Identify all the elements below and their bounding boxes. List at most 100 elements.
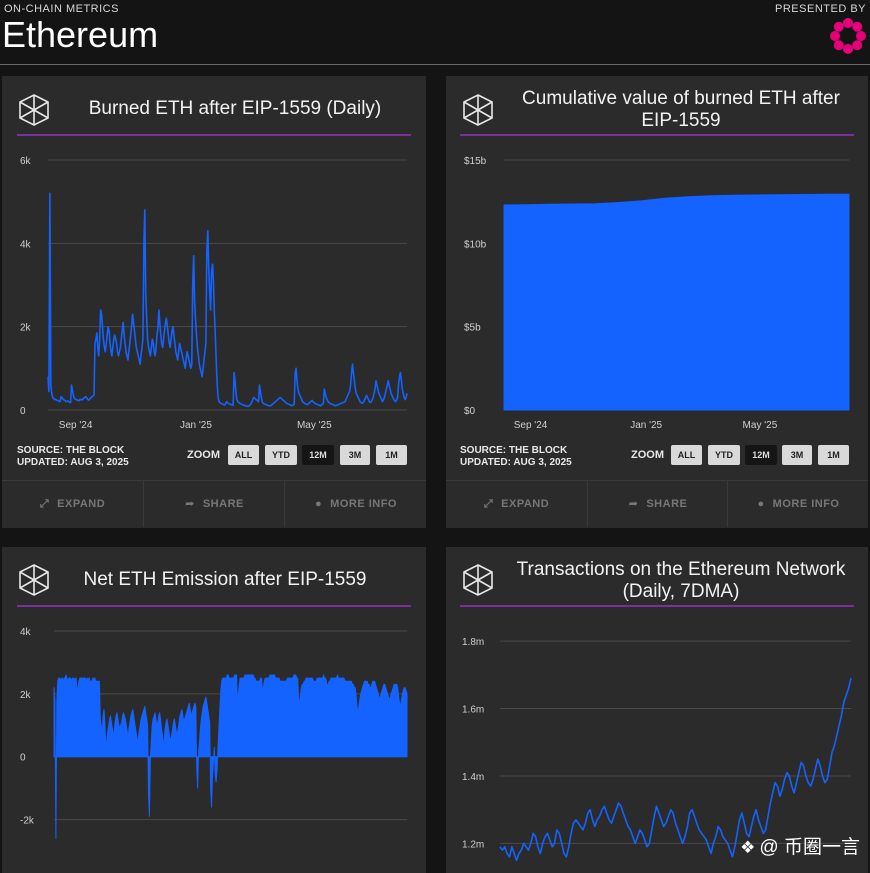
transactions-chart: 1.2m 1.4m 1.6m 1.8m xyxy=(462,637,852,862)
panel-ethereum-transactions: Transactions on the Ethereum Network (Da… xyxy=(446,547,868,873)
sponsor-logo-icon xyxy=(830,18,866,54)
y-tick-label: 6k xyxy=(20,156,32,167)
chart-title: Transactions on the Ethereum Network (Da… xyxy=(496,559,866,603)
cumulative-burned-chart: $0 $5b $10b $15b Sep '24 Jan '25 May '25 xyxy=(464,156,850,431)
expand-icon: ⤢ xyxy=(39,498,50,510)
y-tick-label: 2k xyxy=(20,323,32,334)
title-underline xyxy=(17,605,411,607)
chart-title-line: Cumulative value of burned ETH after xyxy=(522,88,840,109)
x-tick-label: Sep '24 xyxy=(59,420,93,431)
presented-by-label: PRESENTED BY xyxy=(775,3,866,15)
y-tick-label: 4k xyxy=(20,239,32,250)
y-tick-label: 2k xyxy=(20,690,32,701)
header-kicker: ON-CHAIN METRICS xyxy=(4,3,119,15)
zoom-label: ZOOM xyxy=(631,449,664,461)
zoom-all-button[interactable]: ALL xyxy=(671,445,702,465)
title-underline xyxy=(17,134,411,136)
share-label: SHARE xyxy=(646,498,688,510)
y-tick-label: 1.2m xyxy=(462,839,484,850)
x-tick-label: Jan '25 xyxy=(630,420,662,431)
y-tick-label: 4k xyxy=(20,627,32,638)
zoom-ytd-button[interactable]: YTD xyxy=(708,445,740,465)
info-icon: ● xyxy=(757,498,765,510)
logo-dot xyxy=(833,40,844,51)
logo-dot xyxy=(852,40,863,51)
chart-title-line: EIP-1559 xyxy=(641,110,721,131)
y-tick-label: 0 xyxy=(20,753,26,764)
logo-dot xyxy=(833,21,844,32)
chart-title-line: Transactions on the Ethereum Network xyxy=(516,559,846,580)
title-underline xyxy=(460,605,854,607)
the-block-cube-icon xyxy=(19,564,49,596)
header-divider xyxy=(0,64,870,65)
y-tick-label: 1.4m xyxy=(462,772,484,783)
zoom-12m-button[interactable]: 12M xyxy=(745,445,777,465)
x-tick-label: Jan '25 xyxy=(180,420,212,431)
expand-label: EXPAND xyxy=(501,498,550,510)
share-icon: ➦ xyxy=(185,498,195,510)
logo-dot xyxy=(843,44,853,54)
net-emission-chart: -2k 0 2k 4k xyxy=(20,627,408,839)
title-underline xyxy=(460,134,854,136)
zoom-3m-button[interactable]: 3M xyxy=(340,445,370,465)
share-button[interactable]: ➦ SHARE xyxy=(587,481,728,527)
x-tick-label: Sep '24 xyxy=(514,420,548,431)
more-info-label: MORE INFO xyxy=(772,498,840,510)
share-icon: ➦ xyxy=(628,498,639,510)
y-tick-label: 0 xyxy=(20,406,26,417)
the-block-cube-icon xyxy=(463,564,493,596)
expand-icon: ⤢ xyxy=(483,498,494,510)
panel-burned-eth-daily: Burned ETH after EIP-1559 (Daily) 0 2k 4k 6… xyxy=(2,76,426,528)
x-tick-label: May '25 xyxy=(743,420,778,431)
zoom-12m-button[interactable]: 12M xyxy=(302,445,334,465)
source-info: SOURCE: THE BLOCK UPDATED: AUG 3, 2025 xyxy=(17,445,129,469)
chart-title-line: Burned ETH after EIP-1559 (Daily) xyxy=(88,98,382,119)
y-tick-label: $10b xyxy=(464,239,487,250)
chart-title: Net ETH Emission after EIP-1559 xyxy=(60,569,390,591)
expand-label: EXPAND xyxy=(57,498,106,510)
page-header: ON-CHAIN METRICS Ethereum PRESENTED BY xyxy=(0,0,870,64)
zoom-ytd-button[interactable]: YTD xyxy=(265,445,297,465)
zoom-label: ZOOM xyxy=(187,449,220,461)
chart-title-line: (Daily, 7DMA) xyxy=(622,581,740,602)
y-tick-label: 1.8m xyxy=(462,637,484,648)
y-tick-label: $5b xyxy=(464,323,481,334)
logo-dot xyxy=(843,18,853,28)
y-tick-label: $0 xyxy=(464,406,476,417)
expand-button[interactable]: ⤢ EXPAND xyxy=(446,481,587,527)
expand-button[interactable]: ⤢ EXPAND xyxy=(2,481,143,527)
zoom-1m-button[interactable]: 1M xyxy=(376,445,407,465)
watermark-text: @ 币圈一言 xyxy=(759,837,860,858)
y-tick-label: -2k xyxy=(20,816,35,827)
more-info-button[interactable]: ● MORE INFO xyxy=(284,481,426,527)
share-button[interactable]: ➦ SHARE xyxy=(143,481,285,527)
panel-actions: ⤢ EXPAND ➦ SHARE ● MORE INFO xyxy=(2,480,426,527)
burned-eth-chart: 0 2k 4k 6k Sep '24 Jan '25 May '25 xyxy=(20,156,408,431)
logo-dot xyxy=(852,21,863,32)
chart-title: Cumulative value of burned ETH after EIP… xyxy=(496,88,866,132)
y-tick-label: $15b xyxy=(464,156,487,167)
series-area xyxy=(503,193,850,411)
watermark: ❖ @ 币圈一言 xyxy=(740,832,860,859)
info-icon: ● xyxy=(315,498,323,510)
zoom-all-button[interactable]: ALL xyxy=(228,445,259,465)
more-info-label: MORE INFO xyxy=(330,498,397,510)
zoom-3m-button[interactable]: 3M xyxy=(782,445,812,465)
zoom-1m-button[interactable]: 1M xyxy=(818,445,849,465)
panel-net-eth-emission: Net ETH Emission after EIP-1559 -2k 0 2k 4k xyxy=(2,547,426,873)
source-label: SOURCE: THE BLOCK xyxy=(460,445,568,456)
y-tick-label: 1.6m xyxy=(462,705,484,716)
diamond-logo-icon: ❖ xyxy=(740,838,756,857)
updated-label: UPDATED: AUG 3, 2025 xyxy=(460,457,572,468)
series-line xyxy=(499,678,852,862)
source-label: SOURCE: THE BLOCK xyxy=(17,445,125,456)
more-info-button[interactable]: ● MORE INFO xyxy=(727,481,868,527)
share-label: SHARE xyxy=(202,498,244,510)
the-block-cube-icon xyxy=(463,94,493,126)
x-tick-label: May '25 xyxy=(297,420,332,431)
chart-title: Burned ETH after EIP-1559 (Daily) xyxy=(60,98,410,120)
panel-actions: ⤢ EXPAND ➦ SHARE ● MORE INFO xyxy=(446,480,868,527)
series-area xyxy=(53,674,408,839)
series-line xyxy=(47,192,408,408)
page-title: Ethereum xyxy=(2,14,159,55)
